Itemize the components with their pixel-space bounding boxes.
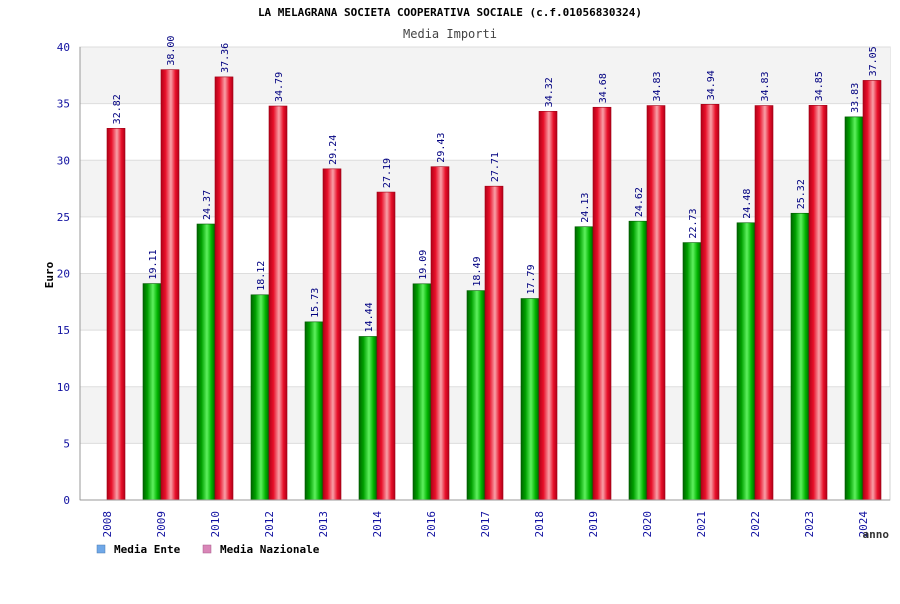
x-tick-label: 2008 — [101, 511, 114, 538]
y-axis-label: Euro — [43, 261, 56, 288]
bar — [736, 222, 756, 501]
bar — [142, 283, 162, 501]
bar — [214, 76, 234, 501]
chart-subtitle: Media Importi — [403, 27, 497, 41]
bar-value-label: 14.44 — [364, 302, 375, 332]
y-tick-label: 35 — [57, 98, 70, 111]
x-tick-label: 2022 — [749, 511, 762, 538]
x-tick-label: 2018 — [533, 511, 546, 538]
bar — [430, 166, 450, 501]
bar-value-label: 34.83 — [652, 71, 663, 101]
bar-value-label: 27.19 — [382, 158, 393, 188]
bar — [808, 105, 828, 501]
x-tick-label: 2010 — [209, 511, 222, 538]
bar-value-label: 24.62 — [634, 187, 645, 217]
bar — [790, 212, 810, 501]
y-tick-label: 20 — [57, 268, 70, 281]
bar-value-label: 24.37 — [202, 190, 213, 220]
bar-value-label: 37.36 — [220, 43, 231, 73]
bar-value-label: 34.94 — [706, 70, 717, 100]
bar — [160, 69, 180, 501]
bar-value-label: 32.82 — [112, 94, 123, 124]
bar — [484, 185, 504, 501]
bar-value-label: 18.49 — [472, 256, 483, 286]
y-tick-label: 30 — [57, 154, 70, 167]
bar-value-label: 15.73 — [310, 288, 321, 318]
bar — [520, 298, 540, 501]
bar — [862, 80, 882, 501]
y-tick-label: 5 — [63, 437, 70, 450]
bar-value-label: 24.13 — [580, 193, 591, 223]
y-tick-label: 40 — [57, 41, 70, 54]
bar — [538, 111, 558, 501]
bar — [412, 283, 432, 501]
bar — [700, 104, 720, 501]
x-tick-label: 2019 — [587, 511, 600, 538]
x-tick-label: 2009 — [155, 511, 168, 538]
legend-label-media-nazionale: Media Nazionale — [220, 543, 320, 556]
x-tick-label: 2017 — [479, 511, 492, 538]
bar-value-label: 29.24 — [328, 135, 339, 165]
bar-value-label: 19.09 — [418, 250, 429, 280]
bar-value-label: 34.32 — [544, 77, 555, 107]
legend: Media Ente Media Nazionale — [96, 543, 320, 556]
y-tick-label: 15 — [57, 324, 70, 337]
bar-value-label: 24.48 — [742, 189, 753, 219]
y-tick-label: 10 — [57, 381, 70, 394]
bar-value-label: 37.05 — [868, 46, 879, 76]
bar-value-label: 19.11 — [148, 249, 159, 279]
bar — [250, 294, 270, 501]
bar-value-label: 27.71 — [490, 152, 501, 182]
bar — [196, 223, 216, 501]
bar — [574, 226, 594, 501]
y-axis: 0 5 10 15 20 25 30 35 40 — [57, 41, 81, 507]
bar-value-label: 18.12 — [256, 261, 267, 291]
y-tick-label: 0 — [63, 494, 70, 507]
bar — [646, 105, 666, 501]
bar — [844, 116, 864, 501]
bar — [682, 242, 702, 501]
x-tick-label: 2023 — [803, 511, 816, 538]
bar — [628, 220, 648, 501]
legend-label-media-ente: Media Ente — [114, 543, 181, 556]
x-tick-label: 2014 — [371, 511, 384, 538]
bar — [358, 336, 378, 501]
x-tick-label: 2012 — [263, 511, 276, 538]
bar-value-label: 34.85 — [814, 71, 825, 101]
bar-value-label: 34.83 — [760, 71, 771, 101]
bars-group: 32.82 19.11 38.00 24.37 37.36 18.12 34.79 15.73… — [106, 36, 882, 501]
legend-swatch-media-ente — [96, 544, 106, 554]
bar-value-label: 29.43 — [436, 133, 447, 163]
x-tick-label: 2016 — [425, 511, 438, 538]
x-axis-label: anno — [863, 528, 890, 541]
bar-value-label: 34.79 — [274, 72, 285, 102]
bar — [754, 105, 774, 501]
x-tick-label: 2024 — [857, 511, 870, 538]
bar — [106, 128, 126, 501]
bar — [268, 105, 288, 501]
x-tick-label: 2013 — [317, 511, 330, 538]
y-tick-label: 25 — [57, 211, 70, 224]
bar — [322, 168, 342, 501]
bar-value-label: 22.73 — [688, 208, 699, 238]
bar — [466, 290, 486, 501]
chart-title: LA MELAGRANA SOCIETA COOPERATIVA SOCIALE… — [258, 6, 642, 19]
bar-value-label: 25.32 — [796, 179, 807, 209]
bar-value-label: 33.83 — [850, 83, 861, 113]
bar-value-label: 17.79 — [526, 264, 537, 294]
x-tick-label: 2021 — [695, 511, 708, 538]
bar — [376, 191, 396, 501]
bar-value-label: 34.68 — [598, 73, 609, 103]
bar — [304, 321, 324, 501]
legend-swatch-media-nazionale — [202, 544, 212, 554]
bar-value-label: 38.00 — [166, 36, 177, 66]
bar — [592, 106, 612, 501]
x-tick-label: 2020 — [641, 511, 654, 538]
x-axis: 2008 2009 2010 2012 2013 2014 2016 2017 2018 2019… — [80, 499, 890, 538]
